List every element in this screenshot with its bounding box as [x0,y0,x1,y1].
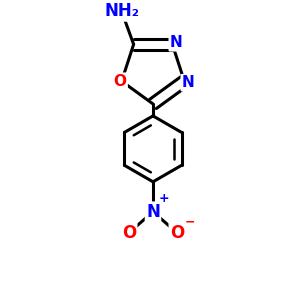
Text: N: N [146,203,160,221]
Text: N: N [182,75,194,90]
Text: O: O [122,224,136,242]
Text: O: O [114,74,127,89]
Text: +: + [158,192,169,205]
Text: −: − [185,216,196,229]
Text: NH₂: NH₂ [104,2,139,20]
Text: N: N [170,35,182,50]
Text: O: O [170,224,184,242]
